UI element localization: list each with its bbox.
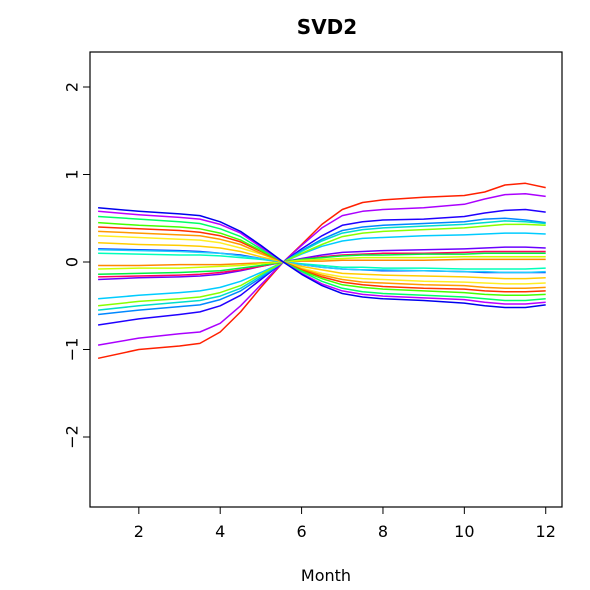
series-line-8 bbox=[98, 246, 546, 281]
y-tick-label: 2 bbox=[63, 82, 82, 92]
series-line-15 bbox=[98, 249, 546, 274]
series-line-21 bbox=[98, 215, 546, 302]
series-line-10 bbox=[98, 252, 546, 276]
series-line-20 bbox=[98, 221, 546, 297]
series-line-13 bbox=[98, 252, 546, 270]
series-line-5 bbox=[98, 220, 546, 311]
series-line-23 bbox=[98, 207, 546, 309]
series-line-2 bbox=[97, 193, 546, 346]
series-line-4 bbox=[98, 217, 546, 316]
series-line-11 bbox=[98, 258, 546, 267]
x-axis-label: Month bbox=[301, 566, 351, 585]
y-tick-label: 0 bbox=[63, 257, 82, 267]
chart-title: SVD2 bbox=[297, 15, 357, 39]
series-line-16 bbox=[98, 242, 546, 280]
series-lines bbox=[97, 182, 546, 360]
series-line-3 bbox=[97, 208, 546, 326]
y-tick-label: −1 bbox=[63, 338, 82, 362]
x-tick-label: 8 bbox=[378, 522, 388, 541]
series-line-1 bbox=[97, 182, 546, 360]
x-tick-label: 4 bbox=[215, 522, 225, 541]
x-tick-label: 2 bbox=[134, 522, 144, 541]
series-line-7 bbox=[98, 223, 546, 307]
x-tick-label: 10 bbox=[454, 522, 474, 541]
series-line-17 bbox=[98, 235, 546, 285]
series-line-19 bbox=[98, 226, 546, 293]
series-line-22 bbox=[98, 210, 546, 305]
y-tick-label: 1 bbox=[63, 169, 82, 179]
series-line-6 bbox=[98, 232, 546, 300]
x-tick-label: 6 bbox=[296, 522, 306, 541]
x-axis: 2 4 6 8 10 12 bbox=[134, 506, 556, 541]
x-tick-label: 12 bbox=[536, 522, 556, 541]
series-line-12 bbox=[98, 256, 546, 270]
series-line-9 bbox=[98, 250, 546, 278]
y-tick-label: −2 bbox=[63, 425, 82, 449]
y-axis: −2 −1 0 1 2 bbox=[63, 82, 91, 449]
series-line-18 bbox=[98, 230, 546, 290]
